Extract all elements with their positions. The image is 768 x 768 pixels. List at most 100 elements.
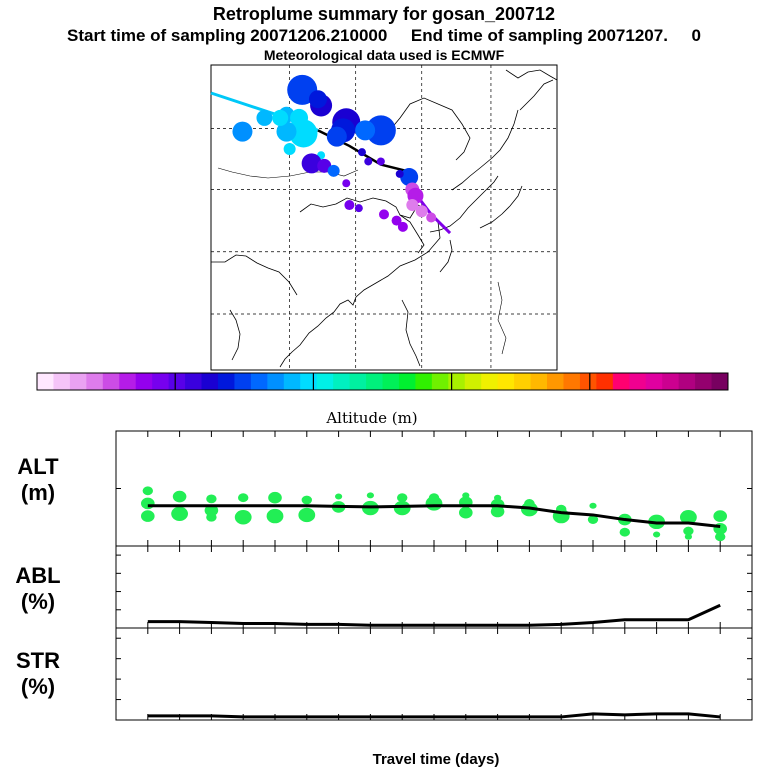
altitude-scatter-point: [206, 494, 217, 504]
colorbar-cell: [217, 373, 235, 390]
altitude-scatter-point: [172, 490, 187, 503]
altitude-scatter-point: [204, 504, 219, 517]
panel-alt: ALT(m): [17, 430, 753, 547]
series-line-alt: [147, 504, 721, 528]
trajectory-cluster-dot: [395, 169, 404, 178]
colorbar-cells: [37, 373, 729, 390]
colorbar-cell: [662, 373, 680, 390]
panel-ylabel-name: STR: [16, 648, 60, 673]
colorbar-cell: [382, 373, 400, 390]
panel-frame: [115, 627, 753, 721]
trajectory-cluster-dot: [400, 168, 419, 187]
trajectory-cluster-dot: [357, 148, 366, 157]
altitude-scatter-point: [206, 512, 217, 522]
series-line-abl: [147, 603, 721, 627]
trajectory-cluster-dot: [415, 205, 428, 218]
panel-ylabel-unit: (%): [21, 674, 55, 699]
altitude-scatter-point: [683, 526, 694, 536]
colorbar-cell: [563, 373, 581, 390]
trajectory-cluster-dot: [397, 221, 408, 232]
trajectory-cluster-dot: [272, 109, 289, 126]
colorbar-cell: [415, 373, 433, 390]
colorbar-cell: [464, 373, 482, 390]
colorbar-cell: [448, 373, 466, 390]
panel-ylabel-unit: (m): [21, 480, 55, 505]
colorbar-cell: [333, 373, 351, 390]
colorbar-cell: [596, 373, 614, 390]
panel-abl: ABL(%): [15, 545, 753, 629]
trajectory-cluster-dot: [365, 115, 396, 146]
trajectory-cluster-dot: [342, 179, 351, 188]
colorbar-cell: [201, 373, 219, 390]
trajectory-cluster-dot: [376, 157, 385, 166]
altitude-scatter-point: [462, 492, 470, 499]
trajectory-cluster-dot: [327, 164, 340, 177]
altitude-scatter-point: [366, 492, 374, 499]
colorbar-cell: [629, 373, 647, 390]
colorbar-cell: [530, 373, 548, 390]
meteorological-note: Meteorological data used is ECMWF: [263, 47, 505, 63]
colorbar-cell: [135, 373, 153, 390]
altitude-scatter-point: [684, 533, 693, 540]
panel-ylabel-name: ABL: [15, 563, 60, 588]
trajectory-cluster-dot: [406, 199, 419, 212]
trajectory-cluster-dot: [256, 109, 273, 126]
colorbar-cell: [678, 373, 696, 390]
map-panel: [210, 64, 558, 371]
altitude-scatter-point: [494, 494, 502, 501]
panel-ylabel-unit: (%): [21, 589, 55, 614]
trajectory-cluster-dot: [354, 204, 363, 213]
colorbar-cell: [86, 373, 104, 390]
panel-str: STR(%): [16, 627, 753, 721]
colorbar-cell: [102, 373, 120, 390]
altitude-scatter-point: [171, 506, 189, 521]
colorbar-cell: [69, 373, 87, 390]
colorbar-cell: [283, 373, 301, 390]
x-axis-title: Travel time (days): [373, 751, 500, 768]
colorbar-cell: [234, 373, 252, 390]
altitude-scatter-point: [589, 502, 597, 509]
altitude-scatter-point: [397, 493, 408, 503]
altitude-scatter-point: [713, 510, 727, 522]
altitude-scatter-point: [335, 493, 343, 500]
colorbar-title: Altitude (m): [325, 409, 417, 427]
colorbar-cell: [579, 373, 597, 390]
colorbar-frame: [36, 372, 729, 391]
colorbar-cell: [316, 373, 334, 390]
colorbar-cell: [267, 373, 285, 390]
colorbar-cell: [250, 373, 268, 390]
altitude-scatter-point: [428, 493, 440, 503]
sampling-times: Start time of sampling 20071206.210000 E…: [66, 26, 701, 45]
trajectory-cluster-dot: [301, 153, 322, 174]
trajectory-cluster-dot: [308, 90, 327, 109]
colorbar-cell: [497, 373, 515, 390]
trajectory-cluster-dot: [355, 120, 376, 141]
altitude-scatter-point: [141, 510, 155, 522]
colorbar-cell: [349, 373, 367, 390]
altitude-scatter-point: [234, 510, 252, 525]
altitude-scatter-point: [142, 486, 153, 496]
colorbar-cell: [695, 373, 713, 390]
altitude-scatter-point: [653, 531, 661, 538]
colorbar-cell: [398, 373, 416, 390]
trajectory-cluster-dot: [391, 215, 402, 226]
trajectory-cluster-dot: [379, 209, 389, 220]
altitude-scatter-point: [459, 506, 473, 519]
altitude-scatter-point: [238, 493, 249, 503]
altitude-scatter-point: [298, 507, 316, 523]
colorbar-cell: [612, 373, 630, 390]
altitude-scatter-point: [587, 515, 599, 524]
trajectory-cluster-dot: [326, 126, 347, 147]
altitude-scatter-point: [524, 499, 535, 508]
colorbar-cell: [514, 373, 532, 390]
altitude-scatter-point: [141, 497, 155, 510]
colorbar-cell: [711, 373, 729, 390]
colorbar-cell: [53, 373, 71, 390]
colorbar-cell: [366, 373, 383, 390]
colorbar-cell: [547, 373, 564, 390]
panel-frame: [115, 545, 753, 629]
colorbar-cell: [300, 373, 318, 390]
trajectory-cluster-dot: [232, 121, 253, 142]
altitude-scatter-point: [680, 510, 697, 525]
